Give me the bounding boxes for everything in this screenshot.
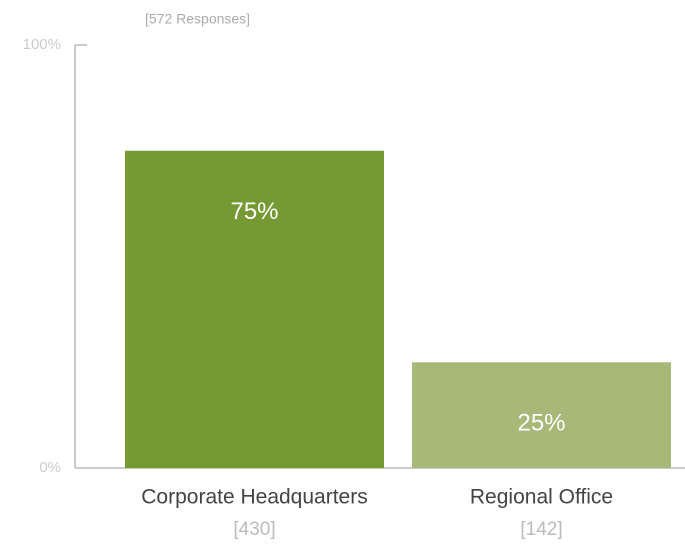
chart-subtitle: [572 Responses]: [145, 11, 250, 27]
category-note: [430]: [233, 519, 275, 540]
x-tick-label: Corporate Headquarters: [141, 486, 367, 509]
value-label: 75%: [230, 198, 278, 225]
category-note: [142]: [520, 519, 562, 540]
y-tick-label: 100%: [23, 36, 61, 53]
y-tick-label: 0%: [39, 459, 61, 476]
bar: [412, 362, 671, 468]
value-label: 25%: [517, 410, 565, 437]
x-tick-label: Regional Office: [470, 486, 613, 509]
bar: [125, 150, 384, 468]
